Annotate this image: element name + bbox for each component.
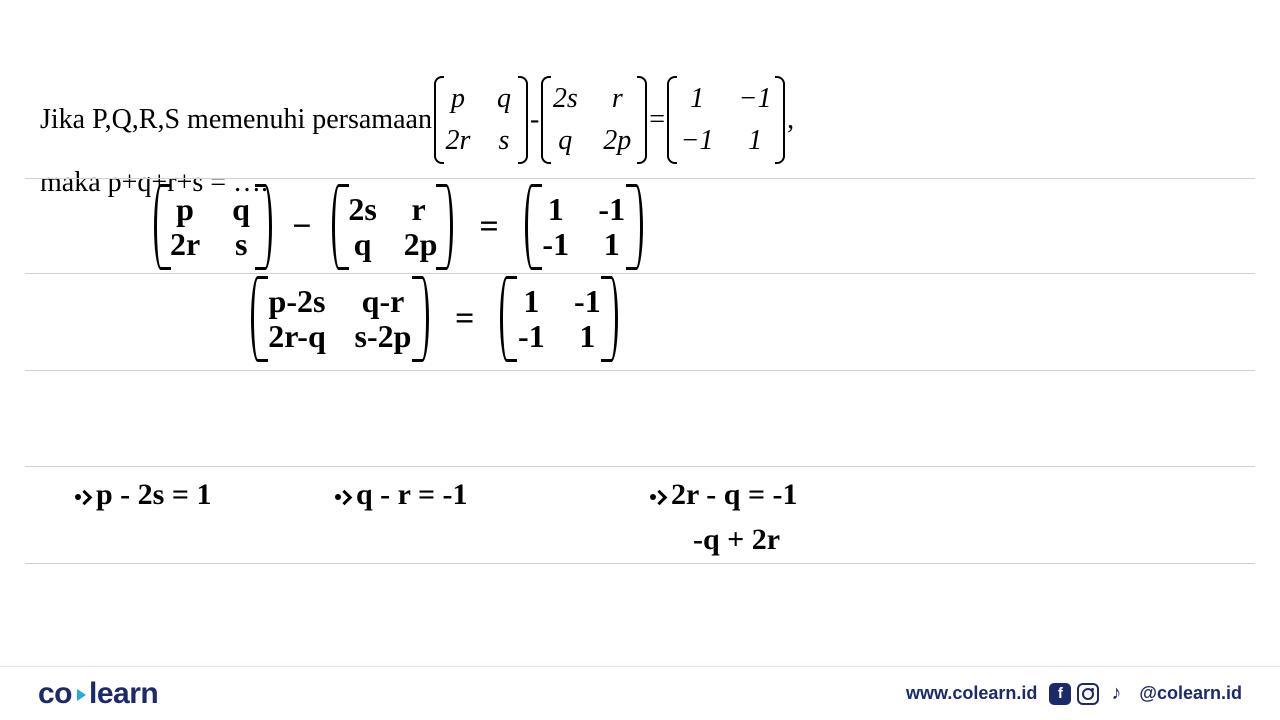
problem-prefix: Jika P,Q,R,S memenuhi persamaan [40,99,432,141]
rule-line [25,466,1255,467]
footer-handle: @colearn.id [1139,683,1242,704]
hw-matrix-b: 2sr q2p [332,188,454,266]
equation-1: p - 2s = 1 [75,478,211,512]
equation-2: q - r = -1 [335,478,468,512]
hw-matrix-c: 1-1 -11 [525,188,643,266]
hw-equals: = [479,208,498,245]
instagram-icon [1077,683,1099,705]
social-icons: f ♪ [1049,683,1127,705]
footer-right: www.colearn.id f ♪ @colearn.id [906,683,1242,705]
ruled-notebook-area: pq 2rs − 2sr q2p = 1-1 -11 p-2sq-r 2r-qs… [25,178,1255,660]
matrix-b: 2sr q2p [541,78,647,162]
rule-line [25,273,1255,274]
matrix-a: pq 2rs [434,78,528,162]
hw-equals-2: = [455,300,474,337]
rule-line [25,178,1255,179]
equals-sign: = [649,99,665,141]
logo-learn: learn [89,677,158,710]
handwritten-step2: p-2sq-r 2r-qs-2p = 1-1 -11 [247,280,622,358]
equation-3-cont: -q + 2r [693,523,780,557]
rule-line [25,563,1255,564]
hw-matrix-a: pq 2rs [154,188,272,266]
rule-line [25,370,1255,371]
footer-url: www.colearn.id [906,683,1037,704]
facebook-icon: f [1049,683,1071,705]
trailing-comma: , [787,99,794,141]
matrix-c: 1−1 −11 [667,78,785,162]
hw-minus: − [292,208,311,245]
equation-3: 2r - q = -1 [650,478,798,512]
problem-line1: Jika P,Q,R,S memenuhi persamaan pq 2rs -… [40,78,794,162]
handwritten-step1: pq 2rs − 2sr q2p = 1-1 -11 [150,188,647,266]
logo-play-icon [77,689,86,701]
footer-bar: colearn www.colearn.id f ♪ @colearn.id [0,666,1280,720]
colearn-logo: colearn [38,677,158,711]
minus-sign: - [530,99,539,141]
logo-co: co [38,677,72,710]
hw-matrix-result: 1-1 -11 [500,280,618,358]
hw-matrix-diff: p-2sq-r 2r-qs-2p [251,280,429,358]
tiktok-icon: ♪ [1105,683,1127,705]
